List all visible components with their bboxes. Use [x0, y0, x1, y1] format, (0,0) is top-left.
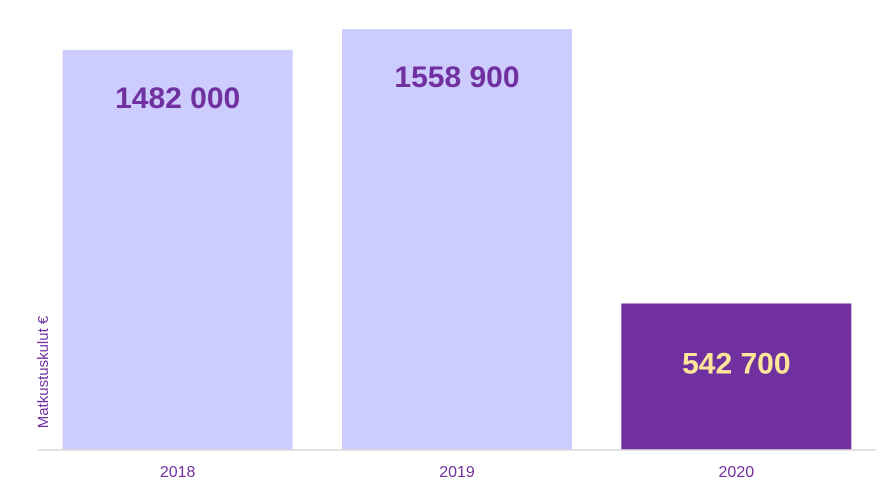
- data-labels: 1482 000 1558 900 542 700: [115, 61, 790, 380]
- data-label-2019: 1558 900: [394, 61, 519, 94]
- bar-2019: [342, 29, 572, 451]
- x-tick-label-2018: 2018: [160, 464, 196, 481]
- y-axis-label: Matkustuskulut €: [35, 315, 52, 428]
- bar-2020: [621, 303, 852, 450]
- x-tick-label-2019: 2019: [439, 464, 475, 481]
- x-tick-labels: 2018 2019 2020: [160, 464, 754, 481]
- data-label-2020: 542 700: [682, 347, 790, 380]
- data-label-2018: 1482 000: [115, 82, 240, 115]
- bar-2018: [62, 49, 293, 451]
- bars-group: [62, 29, 852, 451]
- x-tick-label-2020: 2020: [719, 464, 755, 481]
